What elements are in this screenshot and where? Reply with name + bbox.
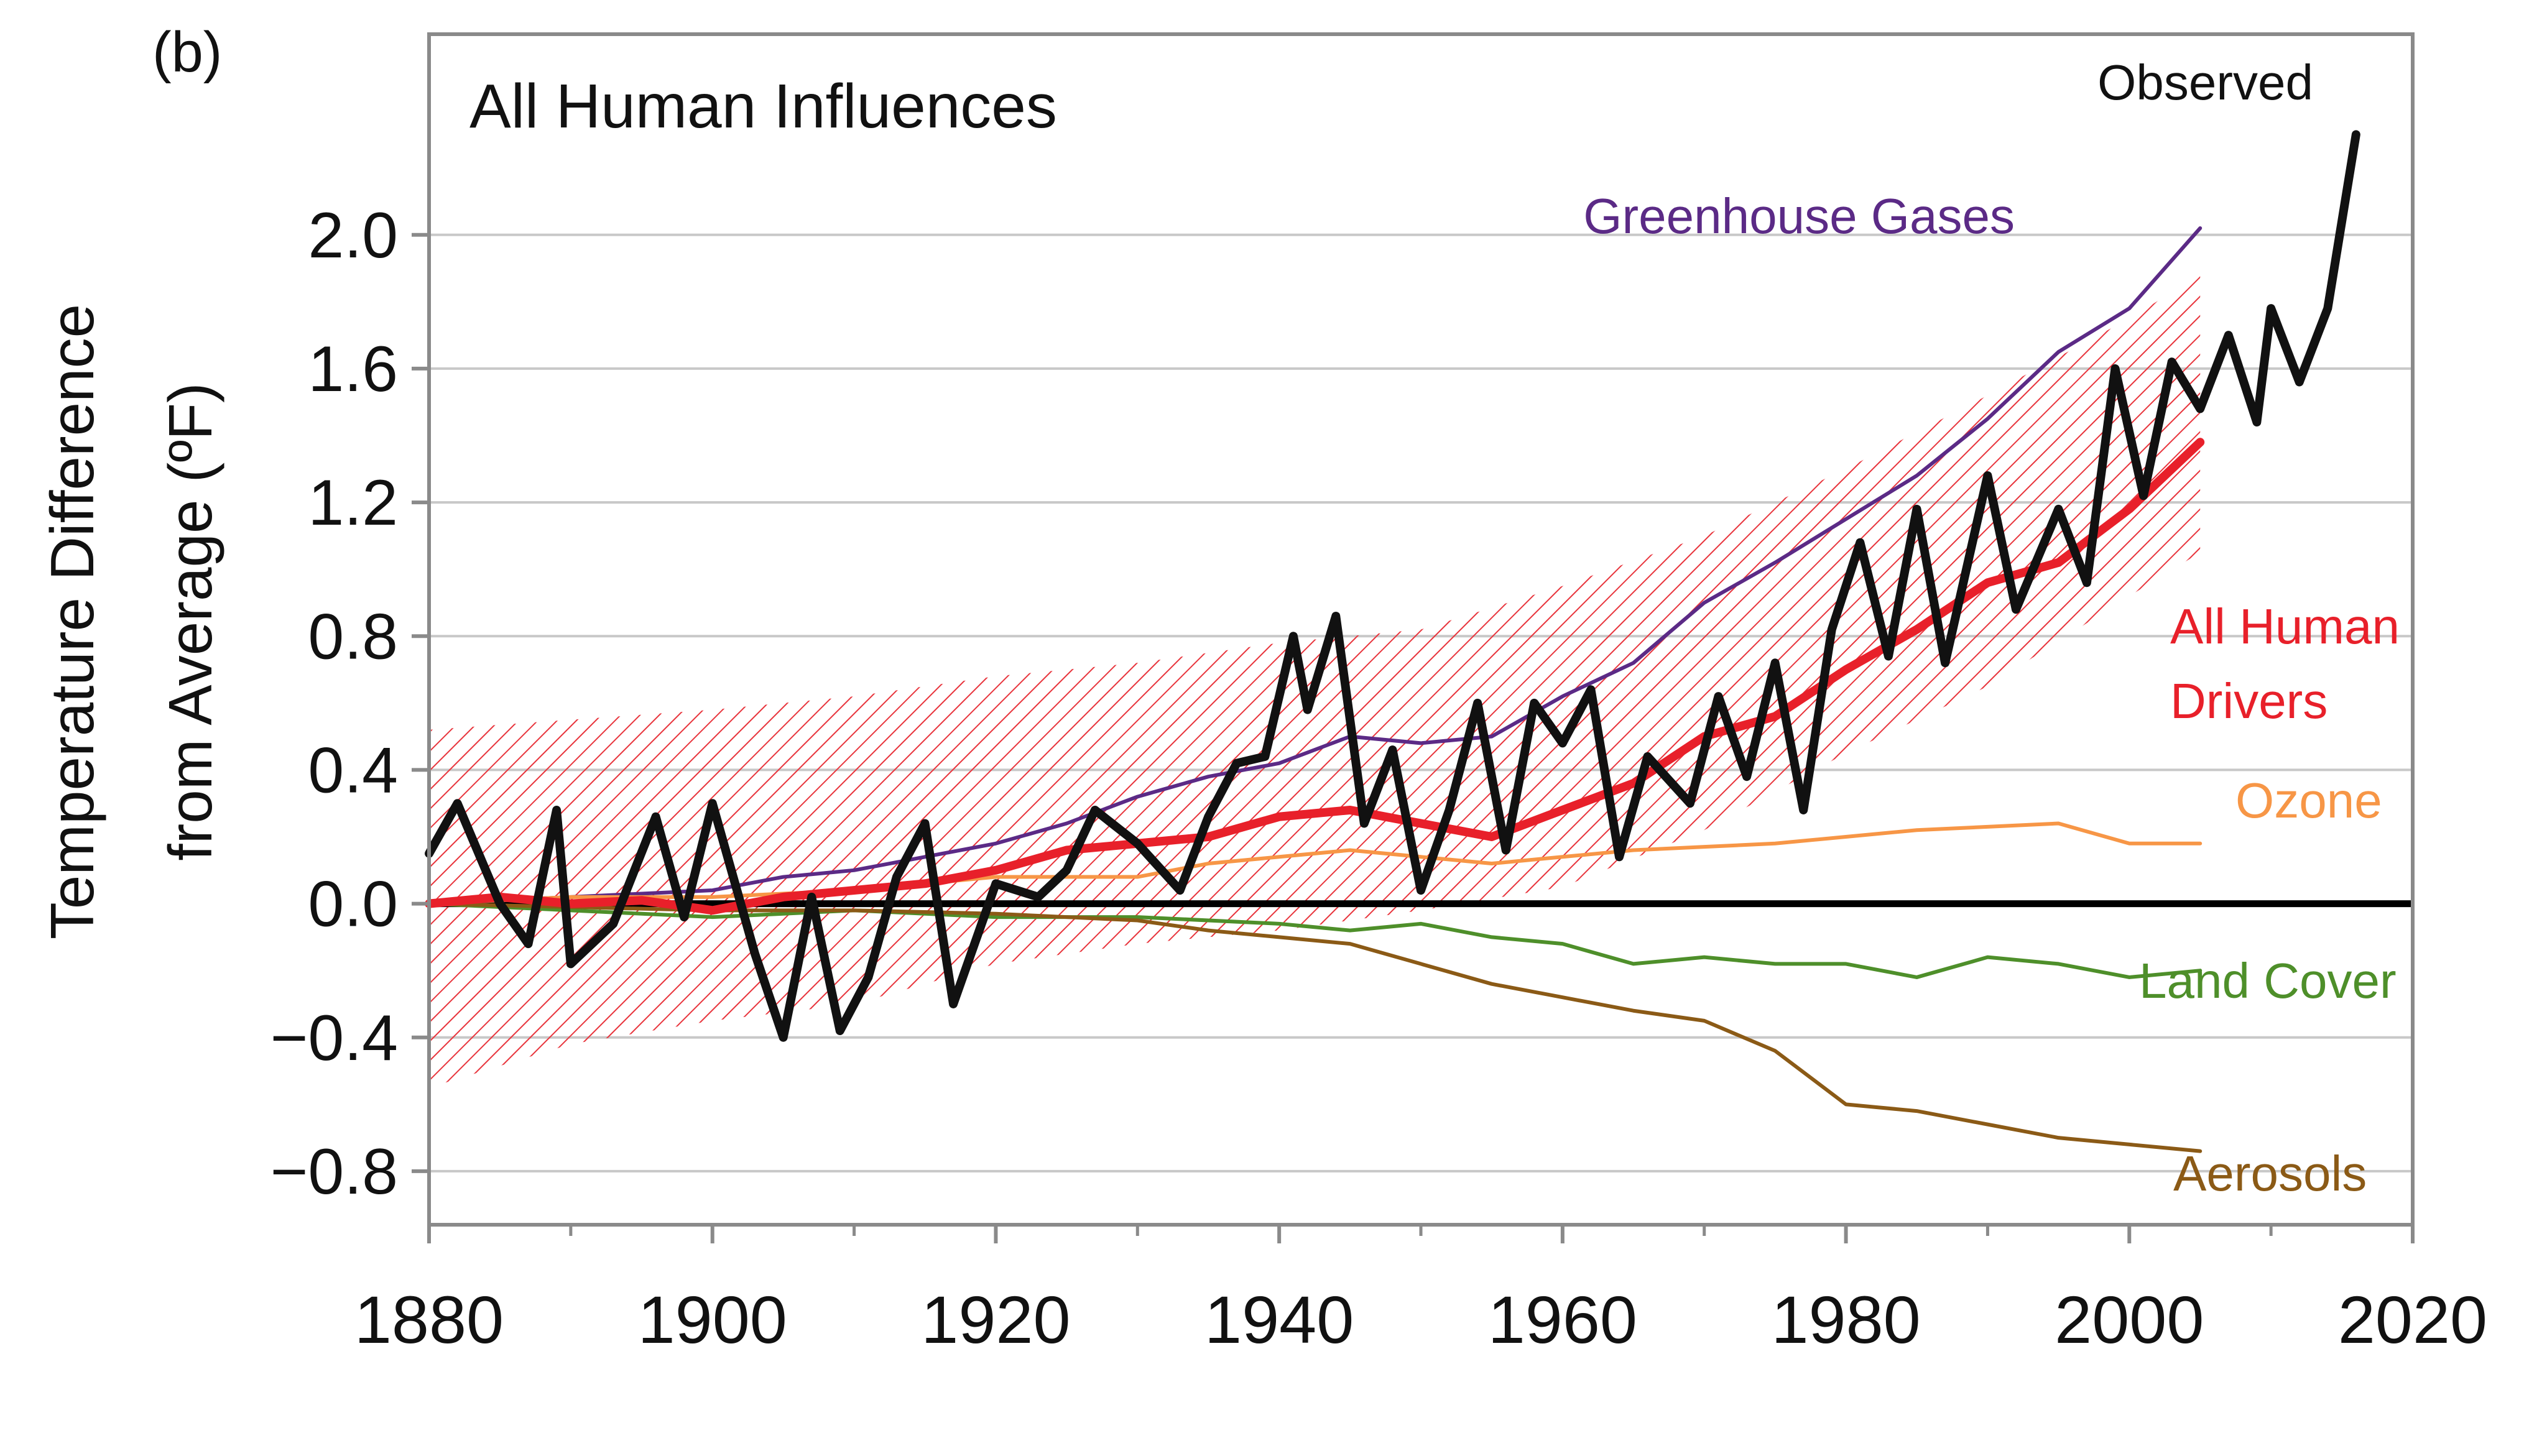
label-observed: Observed	[2097, 55, 2313, 110]
series-layer	[425, 130, 2360, 1153]
label-aerosols: Aerosols	[2173, 1146, 2367, 1201]
y-tick-label-1: 1.6	[308, 333, 398, 405]
series-observed	[425, 130, 2360, 1042]
y-axis-label-line1: Temperature Difference	[38, 304, 106, 939]
y-tick-label-0: 2.0	[308, 200, 398, 272]
x-tick-label-3: 1940	[1204, 1282, 1354, 1357]
x-tick-label-7: 2020	[2338, 1282, 2487, 1357]
label-greenhouse-gases: Greenhouse Gases	[1583, 188, 2015, 244]
x-tick-label-0: 1880	[354, 1282, 504, 1357]
y-tick-label-7: −0.8	[270, 1136, 398, 1208]
y-axis-label-line2: from Average (ºF)	[156, 382, 224, 860]
y-tick-label-6: −0.4	[270, 1002, 398, 1074]
series-greenhouse-gases	[427, 226, 2203, 906]
y-tick-label-3: 0.8	[308, 601, 398, 673]
label-ozone: Ozone	[2235, 773, 2382, 828]
series-labels: Observed Greenhouse Gases All Human Driv…	[1583, 55, 2400, 1201]
panel-label: (b)	[152, 21, 222, 84]
x-tick-label-6: 2000	[2055, 1282, 2204, 1357]
x-tick-label-2: 1920	[921, 1282, 1070, 1357]
label-all-human-line1: All Human	[2170, 599, 2400, 654]
axis-ticks: 1880 1900 1920 1940 1960 1980 2000 2020 2.0 1.6 1.…	[270, 200, 2487, 1357]
label-land-cover: Land Cover	[2139, 953, 2397, 1008]
series-aerosols	[427, 901, 2203, 1153]
y-tick-label-5: 0.0	[308, 869, 398, 941]
chart-title: All Human Influences	[469, 71, 1057, 141]
y-tick-label-2: 1.2	[308, 467, 398, 539]
label-all-human-line2: Drivers	[2170, 673, 2327, 729]
y-tick-label-4: 0.4	[308, 734, 398, 806]
x-tick-label-5: 1980	[1771, 1282, 1920, 1357]
series-all-human-drivers	[425, 438, 2205, 915]
x-tick-label-1: 1900	[638, 1282, 787, 1357]
x-tick-label-4: 1960	[1488, 1282, 1637, 1357]
y-axis-label: Temperature Difference from Average (ºF)	[38, 304, 224, 939]
